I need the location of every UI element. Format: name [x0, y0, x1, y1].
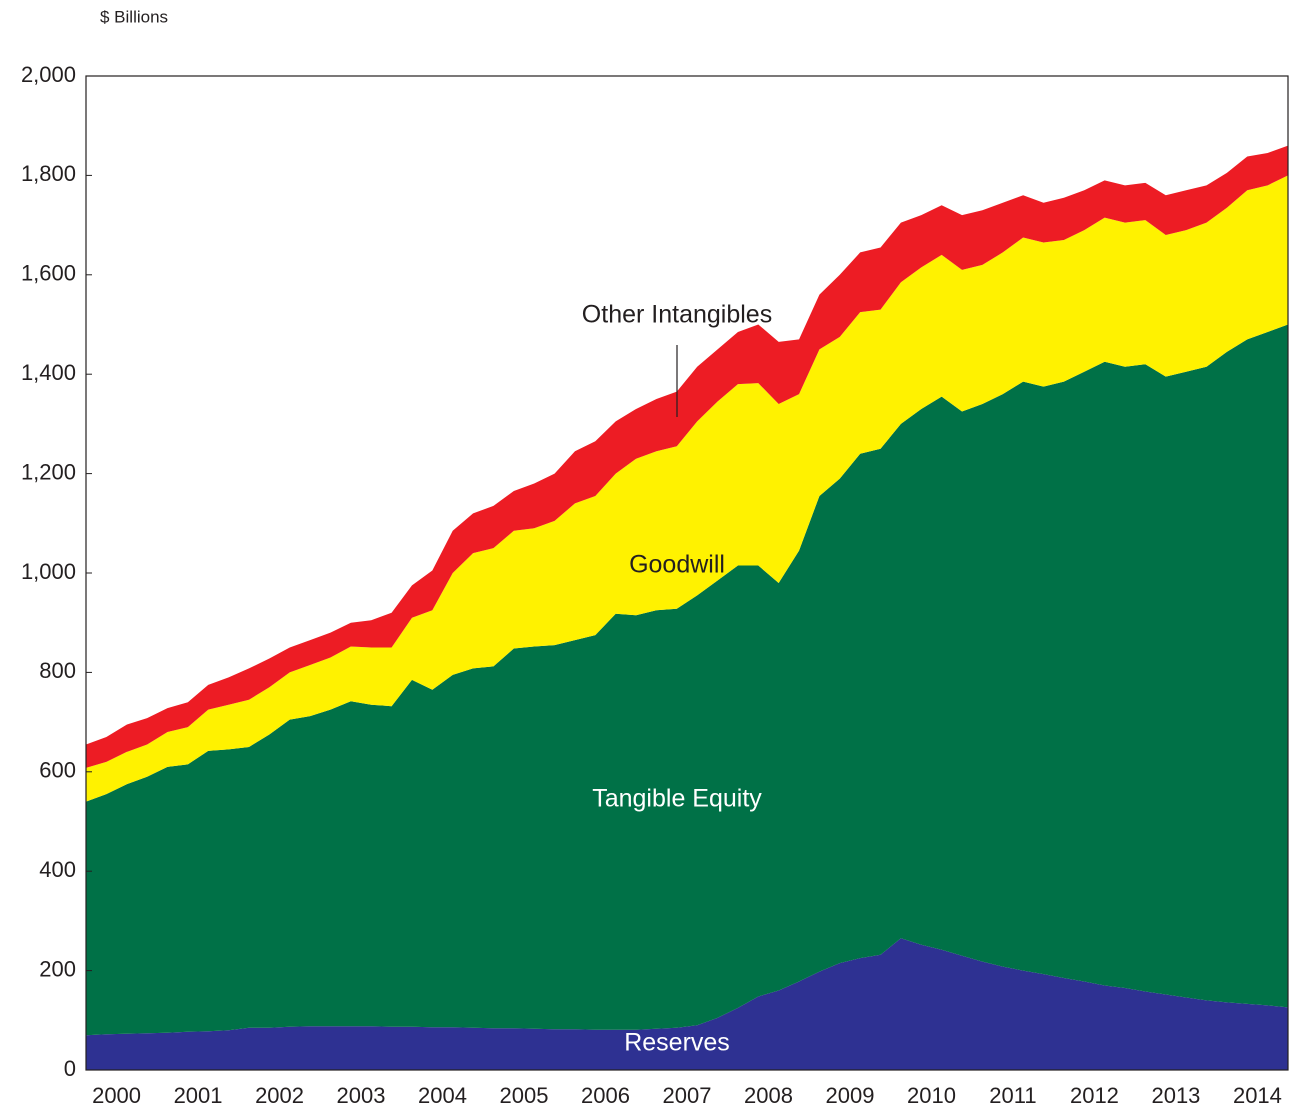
x-tick-label: 2006 — [581, 1083, 630, 1108]
y-tick-label: 600 — [39, 758, 76, 783]
x-tick-label: 2009 — [826, 1083, 875, 1108]
x-tick-label: 2012 — [1070, 1083, 1119, 1108]
y-tick-label: 1,400 — [21, 360, 76, 385]
area — [86, 324, 1288, 1036]
y-tick-label: 400 — [39, 857, 76, 882]
area — [86, 938, 1288, 1070]
x-tick-label: 2005 — [500, 1083, 549, 1108]
x-tick-label: 2014 — [1233, 1083, 1282, 1108]
series-label: Reserves — [624, 1029, 730, 1057]
y-tick-label: 1,000 — [21, 559, 76, 584]
x-tick-label: 2007 — [663, 1083, 712, 1108]
areas — [86, 145, 1288, 1070]
series-label: Goodwill — [629, 551, 725, 579]
y-tick-label: 2,000 — [21, 62, 76, 87]
y-tick-label: 200 — [39, 956, 76, 981]
series-label: Other Intangibles — [582, 301, 772, 329]
y-tick-label: 1,200 — [21, 459, 76, 484]
y-tick-label: 1,600 — [21, 261, 76, 286]
x-tick-label: 2008 — [744, 1083, 793, 1108]
x-tick-label: 2000 — [92, 1083, 141, 1108]
x-tick-label: 2013 — [1151, 1083, 1200, 1108]
series-label: Tangible Equity — [592, 785, 762, 813]
x-tick-label: 2003 — [337, 1083, 386, 1108]
area — [86, 145, 1288, 768]
x-tick-label: 2004 — [418, 1083, 467, 1108]
x-tick-label: 2001 — [174, 1083, 223, 1108]
y-tick-label: 0 — [64, 1056, 76, 1081]
x-tick-label: 2002 — [255, 1083, 304, 1108]
y-axis-label: $ Billions — [100, 7, 168, 26]
x-tick-label: 2010 — [907, 1083, 956, 1108]
area — [86, 175, 1288, 802]
y-tick-label: 1,800 — [21, 161, 76, 186]
y-tick-label: 800 — [39, 658, 76, 683]
x-tick-label: 2011 — [989, 1083, 1036, 1108]
